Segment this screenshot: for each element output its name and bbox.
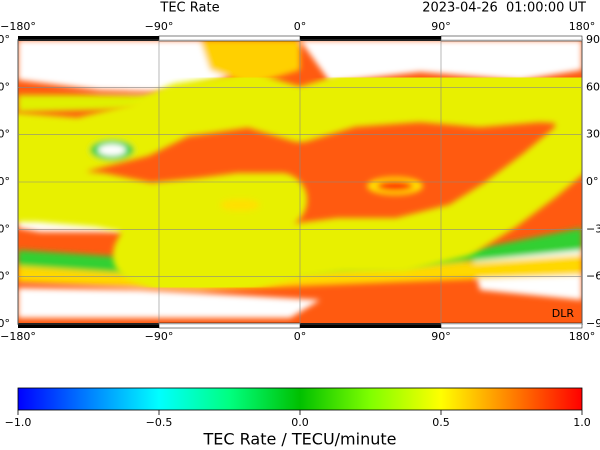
lat-tick-label: −30° bbox=[586, 222, 600, 235]
colorbar-tick-label: 1.0 bbox=[573, 416, 591, 429]
lat-tick-label: −30° bbox=[0, 222, 10, 235]
lat-tick-label: 90° bbox=[0, 33, 10, 46]
colorbar-tick-label: −1.0 bbox=[5, 416, 32, 429]
lat-tick-label: 30° bbox=[586, 128, 600, 141]
colorbar-tick-label: −0.5 bbox=[146, 416, 173, 429]
lat-tick-label: −60° bbox=[586, 270, 600, 283]
lon-tick-label: 90° bbox=[431, 330, 451, 343]
lon-tick-label: 90° bbox=[431, 20, 451, 33]
colorbar-tick-label: 0.0 bbox=[291, 416, 309, 429]
lon-tick-label: −90° bbox=[145, 20, 174, 33]
title: TEC Rate bbox=[159, 1, 219, 16]
map-frame bbox=[17, 35, 583, 329]
timestamp: 2023-04-26 01:00:00 UT bbox=[422, 1, 586, 16]
lon-tick-label: 0° bbox=[294, 20, 307, 33]
lon-tick-label: 0° bbox=[294, 330, 307, 343]
lat-tick-label: 30° bbox=[0, 128, 10, 141]
lat-tick-label: −60° bbox=[0, 270, 10, 283]
lat-tick-label: −90° bbox=[586, 317, 600, 330]
colorbar bbox=[17, 387, 583, 411]
credit: DLR bbox=[552, 307, 575, 320]
lon-tick-label: 180° bbox=[569, 330, 596, 343]
lon-tick-label: −180° bbox=[0, 20, 36, 33]
lat-tick-label: 60° bbox=[0, 80, 10, 93]
lon-tick-label: −180° bbox=[0, 330, 36, 343]
lat-tick-label: 60° bbox=[586, 80, 600, 93]
colorbar-label: TEC Rate / TECU/minute bbox=[203, 430, 397, 449]
lat-tick-label: 90° bbox=[586, 33, 600, 46]
lon-tick-label: −90° bbox=[145, 330, 174, 343]
colorbar-tick-label: 0.5 bbox=[432, 416, 450, 429]
lat-tick-label: 0° bbox=[586, 175, 599, 188]
lat-tick-label: 0° bbox=[0, 175, 10, 188]
lat-tick-label: −90° bbox=[0, 317, 10, 330]
lon-tick-label: 180° bbox=[569, 20, 596, 33]
depletion-band bbox=[18, 68, 582, 297]
